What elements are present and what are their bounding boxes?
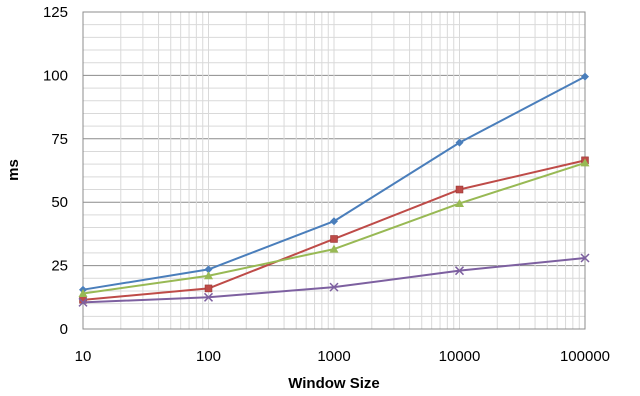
- x-tick-label: 100000: [560, 348, 610, 365]
- x-tick-label: 10: [75, 348, 92, 365]
- y-tick-label: 25: [51, 258, 68, 275]
- data-point: [330, 235, 338, 243]
- series-layer: [78, 72, 590, 307]
- plot-area-border: [82, 11, 586, 330]
- data-point: [329, 244, 339, 253]
- x-tick-label: 100: [196, 348, 221, 365]
- x-axis-ticks: 10 100 1000 10000 100000: [75, 348, 610, 365]
- series-3: [78, 158, 590, 297]
- data-point: [330, 217, 338, 226]
- y-tick-label: 0: [60, 321, 68, 338]
- y-tick-label: 75: [51, 131, 68, 148]
- data-point: [580, 253, 590, 263]
- x-tick-label: 1000: [317, 348, 350, 365]
- series-1: [79, 72, 589, 294]
- data-point: [455, 198, 464, 207]
- data-point: [580, 158, 590, 167]
- grid-lines: [83, 12, 585, 329]
- y-axis-ticks: 0 25 50 75 100 125: [43, 4, 68, 338]
- data-point: [78, 297, 88, 307]
- data-point: [204, 271, 213, 280]
- data-point: [204, 265, 213, 274]
- series-4: [78, 253, 590, 307]
- data-point: [329, 282, 339, 292]
- data-point: [455, 138, 464, 147]
- y-axis-title: ms: [5, 159, 22, 181]
- x-tick-label: 10000: [439, 348, 481, 365]
- data-point: [78, 288, 88, 297]
- y-tick-label: 125: [43, 4, 68, 21]
- x-axis-title: Window Size: [288, 375, 380, 392]
- data-point: [204, 284, 213, 293]
- y-tick-label: 50: [51, 194, 68, 211]
- data-point: [455, 185, 464, 194]
- data-point: [581, 72, 589, 81]
- data-point: [454, 266, 465, 276]
- data-point: [203, 292, 214, 302]
- y-tick-label: 100: [43, 67, 68, 84]
